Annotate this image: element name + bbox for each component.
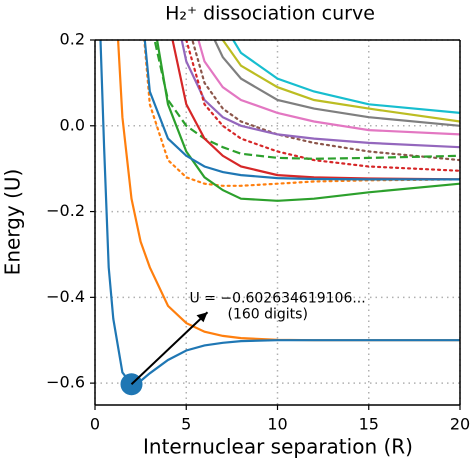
series-line — [153, 40, 460, 160]
y-tick-label: −0.2 — [46, 201, 85, 220]
series-line — [143, 40, 460, 187]
plot-area — [99, 40, 460, 386]
series-line — [171, 40, 460, 181]
annotation-text: (160 digits) — [228, 306, 308, 322]
series-line — [221, 40, 460, 123]
x-tick-label: 0 — [90, 415, 100, 434]
chart-title: H₂⁺ dissociation curve — [165, 3, 375, 25]
series-line — [231, 40, 460, 114]
x-tick-label: 10 — [267, 415, 287, 434]
y-tick-label: 0.2 — [60, 30, 85, 49]
x-tick-label: 5 — [181, 415, 191, 434]
series-line — [180, 40, 460, 149]
series-line — [116, 40, 460, 342]
annotation-arrowhead — [196, 312, 208, 323]
series-line — [191, 40, 460, 162]
x-tick-label: 20 — [450, 415, 470, 434]
annotation-text: U = −0.602634619106... — [190, 290, 366, 306]
x-axis-label: Internuclear separation (R) — [143, 435, 413, 459]
y-tick-label: −0.4 — [46, 287, 85, 306]
series-line — [155, 40, 460, 202]
y-axis-label: Energy (U) — [1, 169, 25, 276]
y-tick-label: 0.0 — [60, 115, 85, 134]
series-line — [143, 40, 460, 181]
series-line — [99, 40, 460, 386]
series-line — [185, 40, 460, 172]
annotation-arrow — [130, 311, 209, 385]
x-tick-label: 15 — [359, 415, 379, 434]
series-line — [197, 40, 460, 136]
y-tick-label: −0.6 — [46, 373, 85, 392]
series-line — [213, 40, 460, 127]
